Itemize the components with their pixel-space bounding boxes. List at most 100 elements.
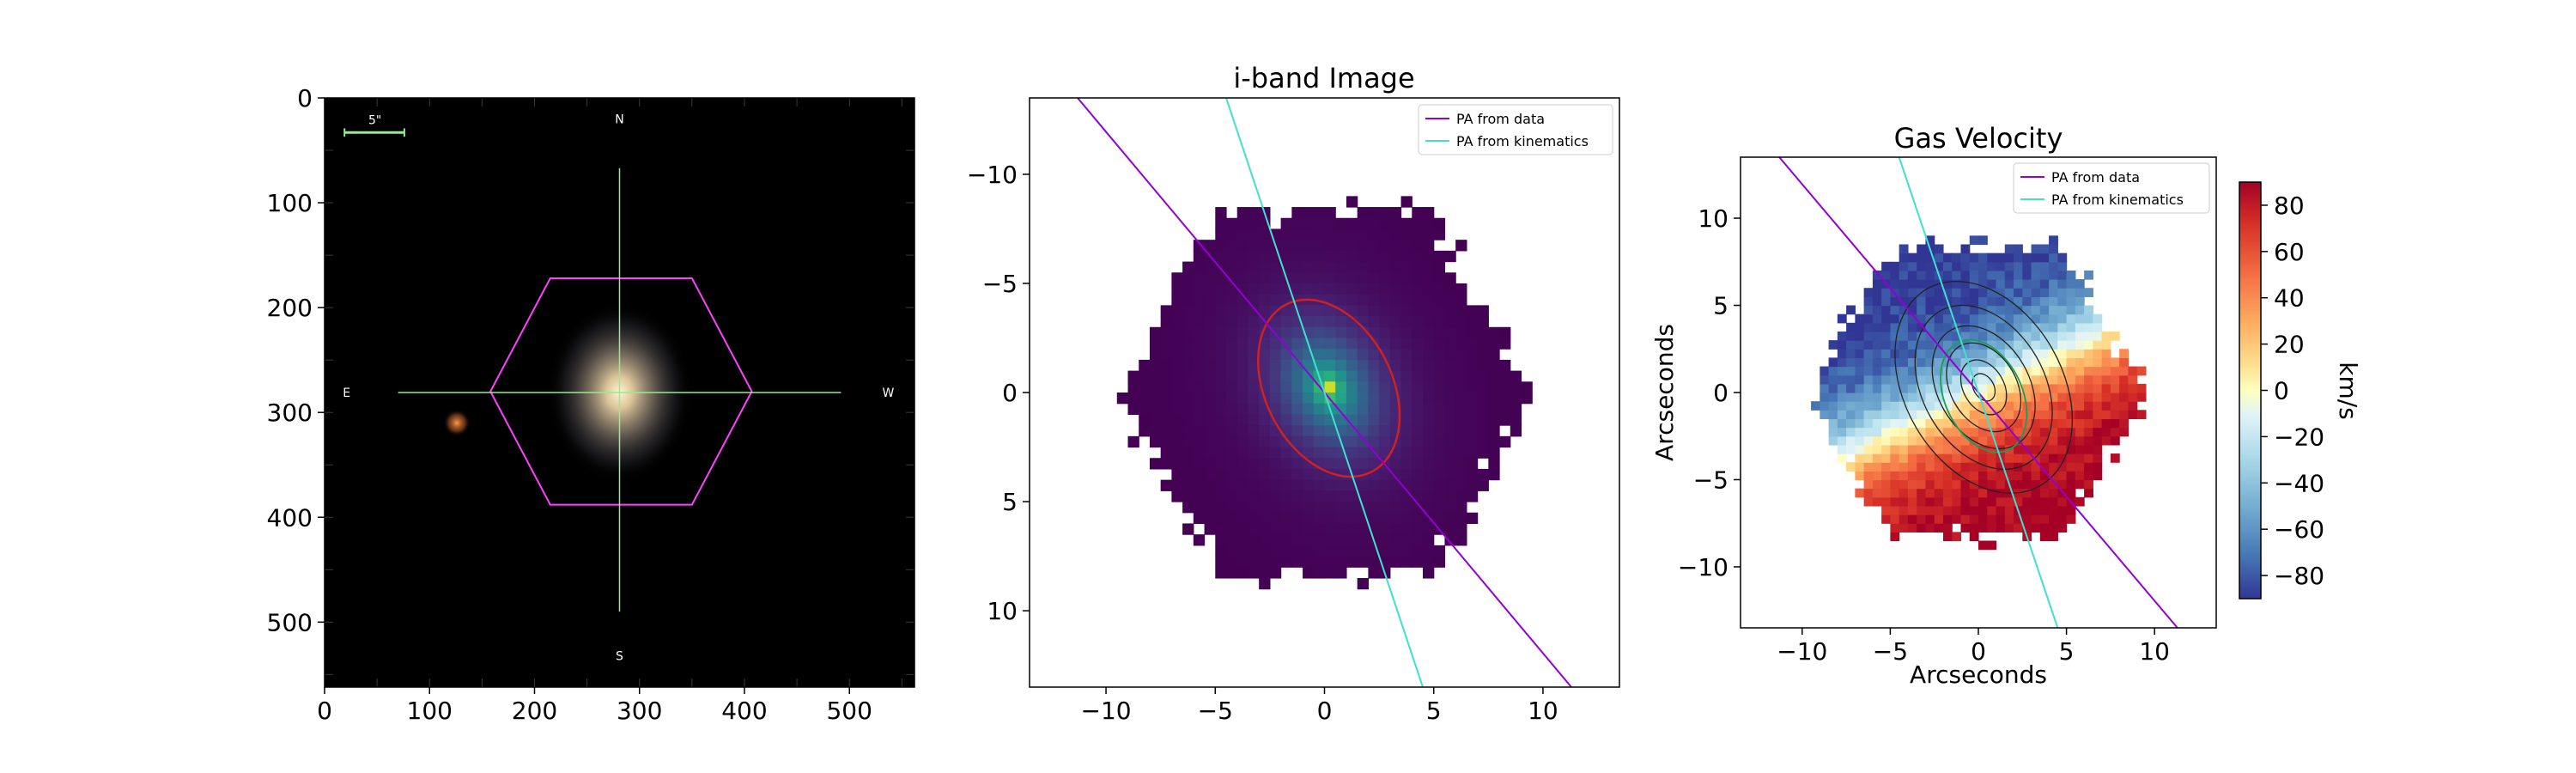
velocity-pixel (1969, 514, 1979, 524)
velocity-pixel (1969, 313, 1979, 324)
velocity-pixel (1996, 523, 2006, 533)
velocity-pixel (1917, 261, 1927, 271)
iband-pixel (1291, 534, 1303, 546)
velocity-pixel (1969, 418, 1979, 429)
iband-pixel (1412, 512, 1424, 525)
velocity-pixel (2057, 462, 2068, 472)
iband-pixel (1215, 207, 1227, 219)
iband-pixel (1466, 435, 1479, 448)
iband-pixel (1455, 435, 1467, 448)
y-tick-label: 10 (1698, 204, 1728, 233)
iband-pixel (1280, 458, 1292, 470)
iband-pixel (1466, 316, 1479, 328)
iband-pixel (1236, 490, 1249, 502)
velocity-pixel (2049, 427, 2058, 437)
velocity-pixel (2057, 322, 2068, 332)
velocity-pixel (1907, 488, 1917, 498)
velocity-pixel (2039, 532, 2050, 542)
iband-pixel (1466, 359, 1479, 372)
velocity-pixel (1987, 366, 1997, 376)
iband-pixel (1346, 326, 1358, 339)
velocity-pixel (1952, 410, 1962, 420)
velocity-pixel (1960, 471, 1971, 481)
velocity-pixel (2004, 496, 2014, 507)
iband-pixel (1455, 316, 1467, 328)
velocity-pixel (1996, 374, 2006, 385)
velocity-pixel (1820, 383, 1830, 393)
velocity-pixel (2004, 427, 2014, 437)
velocity-pixel (1996, 479, 2006, 490)
velocity-pixel (1925, 471, 1935, 481)
iband-pixel (1313, 261, 1326, 273)
velocity-pixel (2022, 374, 2032, 385)
velocity-pixel (1881, 305, 1892, 315)
iband-contour (1894, 281, 2074, 494)
iband-pixel (1280, 316, 1292, 328)
iband-pixel (1400, 458, 1413, 470)
velocity-pixel (2057, 427, 2068, 437)
iband-pixel (1324, 370, 1336, 382)
velocity-pixel (2119, 366, 2129, 376)
iband-pixel (1368, 228, 1380, 240)
iband-pixel (1215, 447, 1227, 459)
iband-pixel (1226, 294, 1238, 306)
iband-pixel (1335, 228, 1347, 240)
iband-pixel (1269, 468, 1282, 481)
iband-pixel (1215, 414, 1227, 426)
iband-pixel (1346, 272, 1358, 284)
velocity-pixel (1863, 374, 1874, 385)
iband-pixel (1160, 414, 1172, 426)
iband-pixel (1291, 228, 1303, 240)
velocity-pixel (2066, 322, 2076, 332)
iband-pixel (1423, 556, 1435, 568)
velocity-pixel (1917, 471, 1927, 481)
iband-pixel (1335, 545, 1347, 557)
velocity-pixel (2031, 366, 2041, 376)
iband-pixel (1182, 403, 1194, 416)
velocity-pixel (2039, 288, 2050, 297)
velocity-pixel (1960, 453, 1971, 463)
iband-pixel (1269, 523, 1282, 535)
iband-pixel (1248, 545, 1260, 557)
iband-pixel (1389, 545, 1402, 557)
velocity-pixel (1846, 349, 1856, 359)
velocity-pixel (1837, 453, 1847, 463)
iband-pixel (1412, 458, 1424, 470)
iband-pixel (1488, 359, 1500, 372)
velocity-pixel (2084, 340, 2093, 350)
iband-pixel (1433, 479, 1446, 491)
velocity-pixel (1925, 253, 1935, 263)
iband-pixel (1313, 512, 1326, 525)
iband-pixel (1248, 272, 1260, 284)
velocity-pixel (1881, 514, 1892, 524)
iband-pixel (1400, 359, 1413, 372)
iband-pixel (1204, 468, 1216, 481)
iband-pixel (1412, 217, 1424, 230)
velocity-pixel (2004, 366, 2014, 376)
legend-entry: PA from data (1456, 111, 1545, 127)
iband-pixel (1313, 393, 1326, 405)
velocity-pixel (1917, 523, 1927, 533)
iband-pixel (1313, 447, 1326, 459)
iband-pixel (1510, 414, 1522, 426)
velocity-pixel (1890, 331, 1900, 341)
iband-pixel (1313, 349, 1326, 361)
iband-pixel (1171, 468, 1183, 481)
iband-pixel (1499, 381, 1511, 393)
iband-pixel (1259, 370, 1271, 382)
iband-pixel (1226, 414, 1238, 426)
velocity-pixel (2022, 514, 2032, 524)
velocity-pixel (2022, 523, 2032, 533)
velocity-pixel (1942, 349, 1953, 359)
iband-pixel (1346, 523, 1358, 535)
iband-pixel (1412, 545, 1424, 557)
velocity-pixel (1952, 374, 1962, 385)
iband-pixel (1303, 468, 1315, 481)
velocity-pixel (2075, 305, 2085, 315)
iband-pixel (1171, 425, 1183, 437)
velocity-pixel (2031, 410, 2041, 420)
iband-pixel (1412, 316, 1424, 328)
iband-pixel (1324, 228, 1336, 240)
velocity-pixel (1881, 462, 1892, 472)
velocity-pixel (2049, 313, 2058, 324)
